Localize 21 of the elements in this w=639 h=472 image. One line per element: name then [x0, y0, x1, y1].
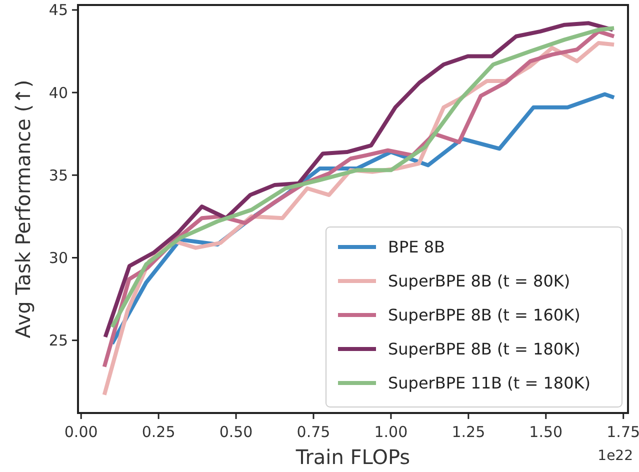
y-axis-title: Avg Task Performance (↑)	[11, 80, 35, 338]
text: 1e22	[598, 448, 633, 464]
y-tick-label: 30	[48, 248, 68, 267]
y-tick-label: 25	[48, 332, 68, 350]
x-tick-label: 0.50	[219, 423, 253, 441]
x-tick-label: 0.25	[142, 423, 176, 441]
y-tick-label: 35	[48, 166, 68, 184]
x-tick-label: 0.00	[64, 423, 98, 441]
x-tick-label: 1.25	[452, 423, 486, 441]
x-axis-title: Train FLOPs	[294, 445, 410, 469]
x-tick-label: 0.75	[296, 423, 330, 441]
x-tick-label: 1.50	[529, 423, 563, 441]
legend-label: SuperBPE 11B (t = 180K)	[388, 374, 590, 393]
x-tick-label: 1.00	[374, 423, 408, 441]
legend-label: SuperBPE 8B (t = 180K)	[388, 340, 580, 359]
legend-label: SuperBPE 8B (t = 160K)	[388, 306, 580, 325]
legend-label: BPE 8B	[388, 238, 445, 257]
y-tick-label: 45	[48, 1, 68, 20]
y-tick-label: 40	[48, 84, 68, 102]
legend-label: SuperBPE 8B (t = 80K)	[388, 272, 570, 291]
x-tick-label: 1.75	[606, 423, 639, 441]
